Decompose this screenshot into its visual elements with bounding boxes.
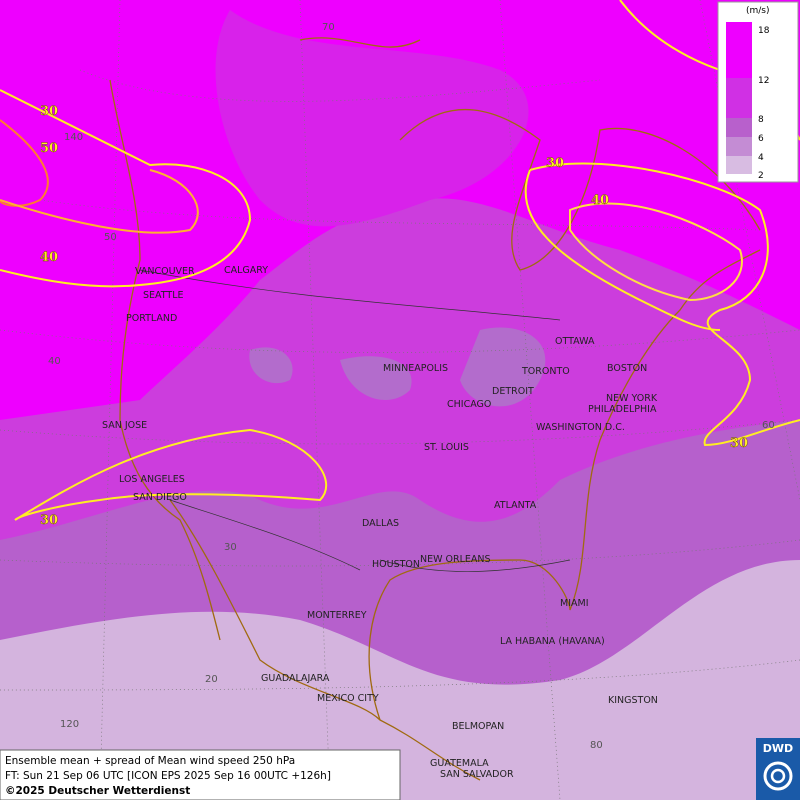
legend-swatch	[726, 78, 752, 118]
grid-label: 120	[60, 719, 79, 730]
contour	[569, 202, 743, 302]
grid-label: 60	[762, 420, 775, 431]
city: BOSTON	[607, 363, 647, 374]
city: CHICAGO	[447, 399, 491, 410]
legend-tick: 2	[758, 171, 764, 181]
city: DALLAS	[362, 518, 399, 529]
contour-label: 40	[591, 193, 609, 208]
contour-label: 30	[546, 156, 564, 171]
legend-swatch	[726, 137, 752, 156]
city: NEW ORLEANS	[420, 554, 491, 565]
city: MEXICO CITY	[317, 693, 379, 704]
legend-swatch	[726, 22, 752, 78]
city: PHILADELPHIA	[588, 404, 657, 415]
grid-label: 30	[224, 542, 237, 553]
logo-text: DWD	[763, 742, 793, 755]
field-lowest	[0, 560, 800, 800]
city: SAN DIEGO	[133, 492, 187, 503]
field-mid	[215, 10, 529, 227]
contour	[0, 119, 49, 207]
contour-label: 50	[40, 141, 58, 156]
grid-label: 70	[322, 22, 335, 33]
contour-label: 30	[40, 104, 58, 119]
legend-tick: 8	[758, 115, 764, 125]
grid-label: 80	[590, 740, 603, 751]
city: HOUSTON	[372, 559, 420, 570]
footer-box	[0, 749, 401, 800]
contour	[524, 162, 800, 447]
city: OTTAWA	[555, 336, 595, 347]
field-patch	[249, 327, 546, 407]
coastline	[109, 37, 761, 781]
city: BELMOPAN	[452, 721, 504, 732]
legend-tick: 18	[758, 26, 770, 36]
city-labels: VANCOUVER CALGARY SEATTLE PORTLAND SAN J…	[102, 265, 658, 780]
city: PORTLAND	[126, 313, 177, 324]
border	[139, 269, 571, 572]
legend-swatch	[726, 156, 752, 174]
city: VANCOUVER	[135, 266, 195, 277]
contour-label: 30	[730, 436, 748, 451]
footer: Ensemble mean + spread of Mean wind spee…	[0, 749, 401, 800]
grid-label: 140	[64, 132, 83, 143]
city: SEATTLE	[143, 290, 184, 301]
city: SAN JOSE	[102, 420, 147, 431]
city: CALGARY	[224, 265, 268, 276]
city: WASHINGTON D.C.	[536, 422, 625, 433]
legend-tick: 6	[758, 134, 764, 144]
city: TORONTO	[521, 366, 570, 377]
legend: (m/s) 18 12 8 6 4 2	[717, 1, 799, 183]
legend-swatch	[726, 118, 752, 137]
city: MINNEAPOLIS	[383, 363, 448, 374]
city: KINGSTON	[608, 695, 658, 706]
logo-swirl	[770, 768, 786, 784]
contour	[0, 89, 252, 288]
city: NEW YORK	[606, 393, 658, 404]
city: MIAMI	[560, 598, 589, 609]
footer-title: Ensemble mean + spread of Mean wind spee…	[5, 755, 295, 767]
legend-tick: 12	[758, 76, 769, 86]
contour	[0, 169, 199, 234]
grid-label: 20	[205, 674, 218, 685]
city: GUADALAJARA	[261, 673, 330, 684]
field-high	[0, 0, 800, 420]
city: ATLANTA	[494, 500, 537, 511]
city: LA HABANA (HAVANA)	[500, 636, 605, 647]
city: DETROIT	[492, 386, 534, 397]
logo: DWD	[756, 738, 800, 800]
city: ST. LOUIS	[424, 442, 469, 453]
city: SAN SALVADOR	[440, 769, 514, 780]
logo-swirl	[763, 761, 793, 791]
footer-copyright: ©2025 Deutscher Wetterdienst	[5, 785, 190, 797]
footer-time: FT: Sun 21 Sep 06 UTC [ICON EPS 2025 Sep…	[5, 770, 331, 782]
legend-unit: (m/s)	[746, 6, 770, 16]
contour-label: 40	[40, 250, 58, 265]
city: GUATEMALA	[430, 758, 489, 769]
contour-label: 30	[40, 513, 58, 528]
grid-label: 50	[104, 232, 117, 243]
contour	[14, 428, 327, 521]
city: MONTERREY	[307, 610, 367, 621]
legend-tick: 4	[758, 153, 764, 163]
grid-label: 40	[48, 356, 61, 367]
city: LOS ANGELES	[119, 474, 185, 485]
